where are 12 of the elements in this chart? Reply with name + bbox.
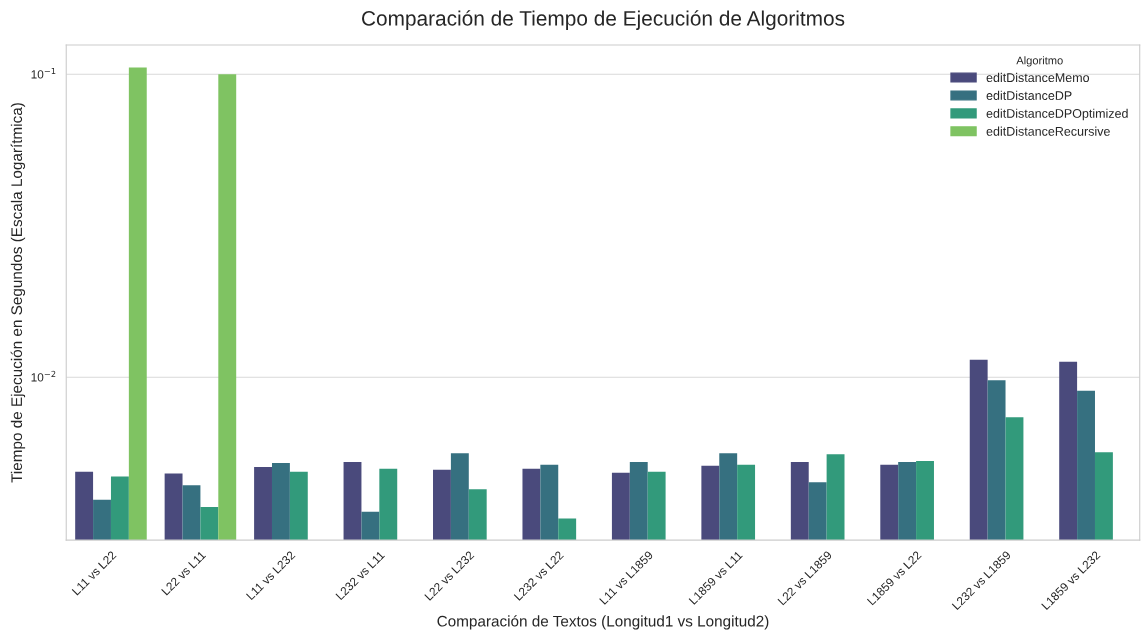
x-tick-label: L11 vs L22 xyxy=(71,550,117,596)
y-tick-label: 10$^{−1}$ xyxy=(31,67,56,79)
y-tick-label: 10$^{−2}$ xyxy=(31,370,56,382)
chart-title: Comparación de Tiempo de Ejecución de Algoritmos xyxy=(362,10,845,30)
legend-label: editDistanceMemo xyxy=(986,72,1090,83)
legend-label: editDistanceRecursive xyxy=(986,126,1110,136)
y-axis-title: Tiempo de Ejecución en Segundos (Escala Logarítmica) xyxy=(10,103,26,483)
legend-label: editDistanceDPOptimized xyxy=(986,108,1128,121)
x-tick-label: L22 vs L11 xyxy=(161,550,207,596)
x-axis-title: Comparación de Textos (Longitud1 vs Longitud2) xyxy=(437,615,769,630)
legend-title: Algoritmo xyxy=(1016,56,1063,67)
legend-label: editDistanceDP xyxy=(986,90,1072,100)
